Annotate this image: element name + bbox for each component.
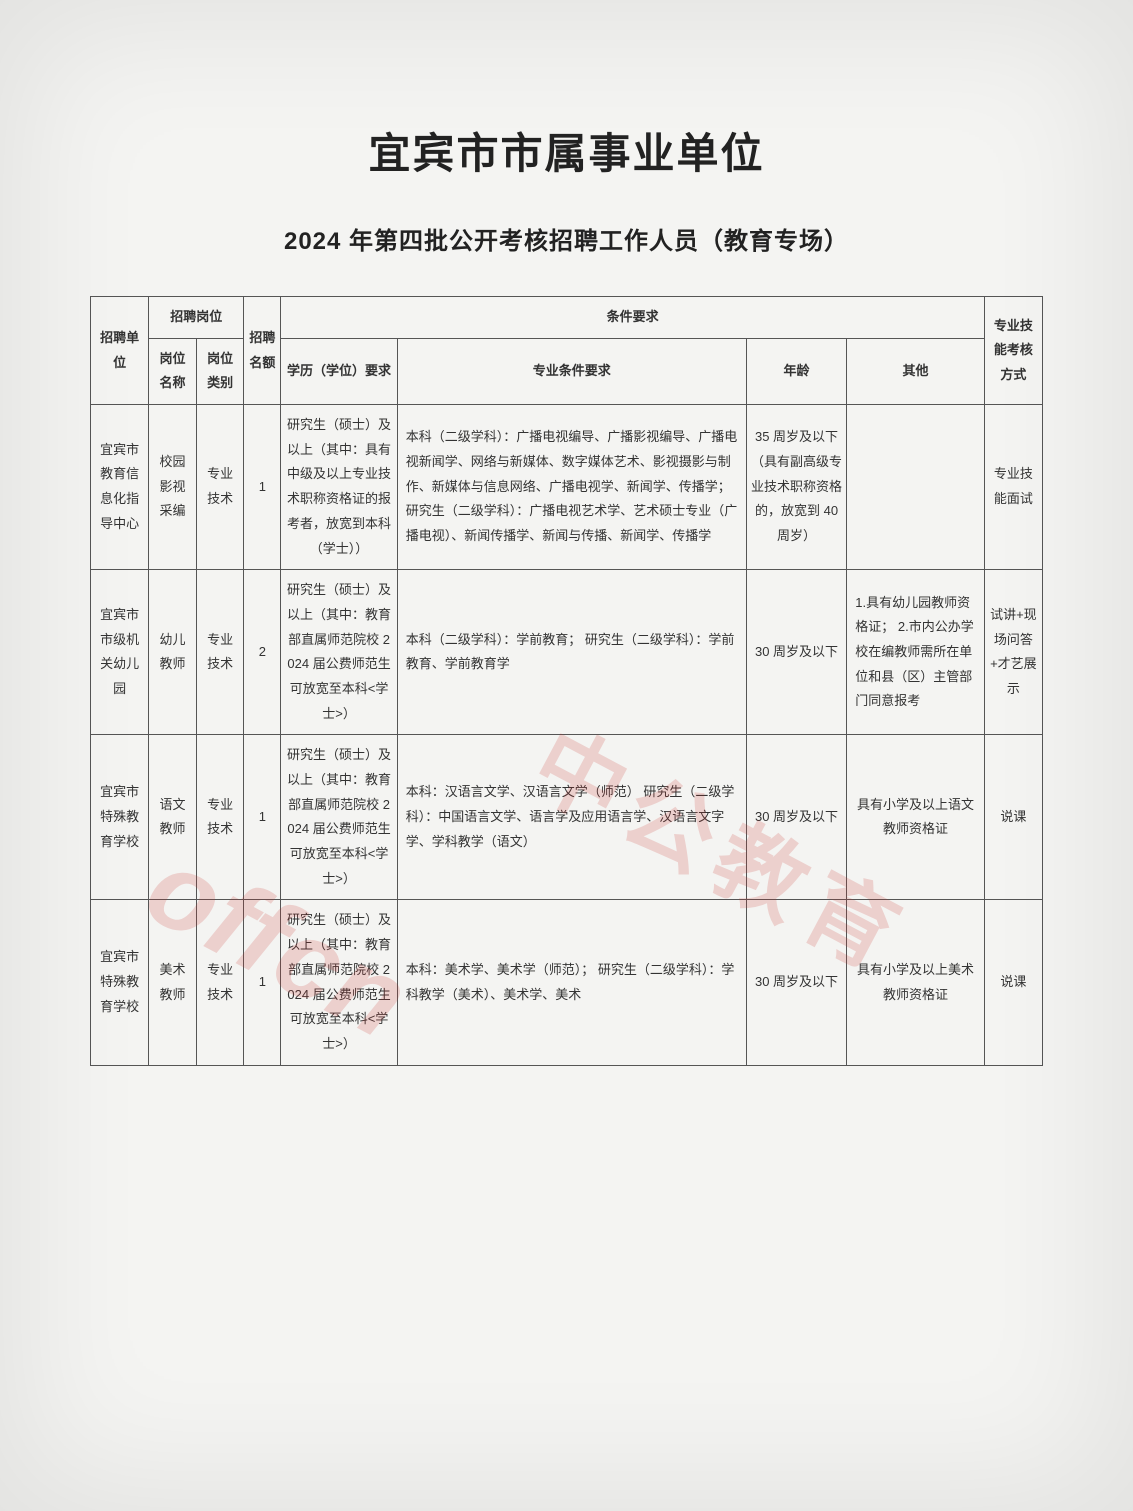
table-row: 宜宾市教育信息化指导中心 校园影视采编 专业技术 1 研究生（硕士）及以上（其中…: [91, 405, 1043, 570]
cell-major: 本科（二级学科）：学前教育； 研究生（二级学科）：学前教育、学前教育学: [397, 570, 746, 735]
cell-education: 研究生（硕士）及以上（其中：具有中级及以上专业技术职称资格证的报考者，放宽到本科…: [281, 405, 397, 570]
cell-posname: 语文教师: [149, 735, 197, 900]
cell-education: 研究生（硕士）及以上（其中：教育部直属师范院校 2024 届公费师范生可放宽至本…: [281, 570, 397, 735]
cell-posname: 幼儿教师: [149, 570, 197, 735]
table-row: 宜宾市特殊教育学校 美术教师 专业技术 1 研究生（硕士）及以上（其中：教育部直…: [91, 900, 1043, 1065]
cell-education: 研究生（硕士）及以上（其中：教育部直属师范院校 2024 届公费师范生可放宽至本…: [281, 735, 397, 900]
col-header-quota: 招聘名额: [244, 297, 281, 405]
cell-other: 具有小学及以上美术教师资格证: [847, 900, 985, 1065]
cell-unit: 宜宾市市级机关幼儿园: [91, 570, 149, 735]
col-header-major: 专业条件要求: [397, 338, 746, 404]
cell-age: 30 周岁及以下: [746, 570, 846, 735]
cell-unit: 宜宾市特殊教育学校: [91, 900, 149, 1065]
cell-postype: 专业技术: [196, 405, 244, 570]
page-title: 宜宾市市属事业单位: [90, 120, 1043, 181]
cell-age: 30 周岁及以下: [746, 735, 846, 900]
col-header-exam: 专业技能考核方式: [984, 297, 1042, 405]
table-body: 宜宾市教育信息化指导中心 校园影视采编 专业技术 1 研究生（硕士）及以上（其中…: [91, 405, 1043, 1066]
col-header-age: 年龄: [746, 338, 846, 404]
cell-other: [847, 405, 985, 570]
cell-exam: 试讲+现场问答+才艺展示: [984, 570, 1042, 735]
table-header: 招聘单位 招聘岗位 招聘名额 条件要求 专业技能考核方式 岗位名称 岗位类别 学…: [91, 297, 1043, 405]
cell-major: 本科：美术学、美术学（师范）； 研究生（二级学科）：学科教学（美术）、美术学、美…: [397, 900, 746, 1065]
cell-quota: 2: [244, 570, 281, 735]
cell-major: 本科（二级学科）：广播电视编导、广播影视编导、广播电视新闻学、网络与新媒体、数字…: [397, 405, 746, 570]
cell-exam: 说课: [984, 735, 1042, 900]
col-header-other: 其他: [847, 338, 985, 404]
cell-unit: 宜宾市教育信息化指导中心: [91, 405, 149, 570]
cell-exam: 说课: [984, 900, 1042, 1065]
cell-unit: 宜宾市特殊教育学校: [91, 735, 149, 900]
cell-quota: 1: [244, 900, 281, 1065]
cell-exam: 专业技能面试: [984, 405, 1042, 570]
table-row: 宜宾市市级机关幼儿园 幼儿教师 专业技术 2 研究生（硕士）及以上（其中：教育部…: [91, 570, 1043, 735]
cell-postype: 专业技术: [196, 900, 244, 1065]
cell-age: 30 周岁及以下: [746, 900, 846, 1065]
cell-posname: 校园影视采编: [149, 405, 197, 570]
col-header-education: 学历（学位）要求: [281, 338, 397, 404]
cell-other: 1.具有幼儿园教师资格证； 2.市内公办学校在编教师需所在单位和县（区）主管部门…: [847, 570, 985, 735]
cell-posname: 美术教师: [149, 900, 197, 1065]
document-page: 宜宾市市属事业单位 2024 年第四批公开考核招聘工作人员（教育专场） 招聘单位…: [0, 0, 1133, 1126]
cell-quota: 1: [244, 405, 281, 570]
cell-education: 研究生（硕士）及以上（其中：教育部直属师范院校 2024 届公费师范生可放宽至本…: [281, 900, 397, 1065]
cell-major: 本科：汉语言文学、汉语言文学（师范） 研究生（二级学科）：中国语言文学、语言学及…: [397, 735, 746, 900]
col-header-unit: 招聘单位: [91, 297, 149, 405]
col-group-requirements: 条件要求: [281, 297, 984, 339]
cell-quota: 1: [244, 735, 281, 900]
table-row: 宜宾市特殊教育学校 语文教师 专业技术 1 研究生（硕士）及以上（其中：教育部直…: [91, 735, 1043, 900]
col-group-position: 招聘岗位: [149, 297, 244, 339]
col-header-posname: 岗位名称: [149, 338, 197, 404]
col-header-postype: 岗位类别: [196, 338, 244, 404]
cell-postype: 专业技术: [196, 570, 244, 735]
cell-postype: 专业技术: [196, 735, 244, 900]
recruitment-table: 招聘单位 招聘岗位 招聘名额 条件要求 专业技能考核方式 岗位名称 岗位类别 学…: [90, 296, 1043, 1066]
cell-other: 具有小学及以上语文教师资格证: [847, 735, 985, 900]
page-subtitle: 2024 年第四批公开考核招聘工作人员（教育专场）: [90, 221, 1043, 256]
cell-age: 35 周岁及以下（具有副高级专业技术职称资格的，放宽到 40 周岁）: [746, 405, 846, 570]
